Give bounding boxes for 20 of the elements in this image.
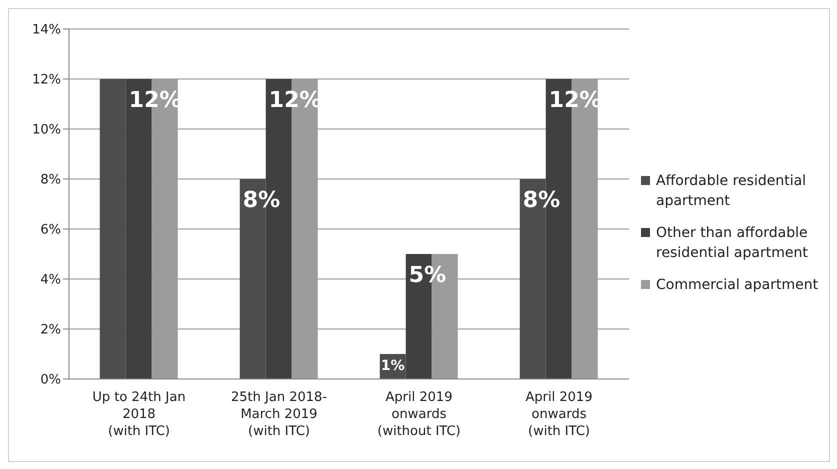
bar bbox=[100, 79, 126, 379]
y-tick-label: 12% bbox=[32, 72, 61, 88]
y-tick-label: 4% bbox=[40, 272, 61, 288]
data-label: 5% bbox=[408, 263, 446, 288]
y-tick-label: 0% bbox=[40, 372, 61, 388]
data-label: 8% bbox=[522, 188, 560, 213]
x-tick-label: April 2019 onwards (with ITC) bbox=[526, 390, 592, 439]
legend-label: Affordable residential apartment bbox=[656, 172, 808, 211]
x-tick-label: April 2019 onwards (without ITC) bbox=[377, 390, 461, 439]
legend-label: Other than affordable residential apartment bbox=[656, 224, 809, 263]
x-tick-label: Up to 24th Jan 2018 (with ITC) bbox=[92, 390, 186, 439]
y-tick-label: 14% bbox=[32, 22, 61, 38]
data-label: 8% bbox=[242, 188, 280, 213]
y-tick-label: 6% bbox=[40, 222, 61, 238]
x-tick-label: 25th Jan 2018- March 2019 (with ITC) bbox=[231, 390, 328, 439]
legend-label: Commercial apartment bbox=[656, 276, 818, 295]
data-label: 1% bbox=[380, 358, 405, 374]
y-tick-label: 10% bbox=[32, 122, 61, 138]
y-tick-label: 2% bbox=[40, 322, 61, 338]
y-tick-label: 8% bbox=[40, 172, 61, 188]
